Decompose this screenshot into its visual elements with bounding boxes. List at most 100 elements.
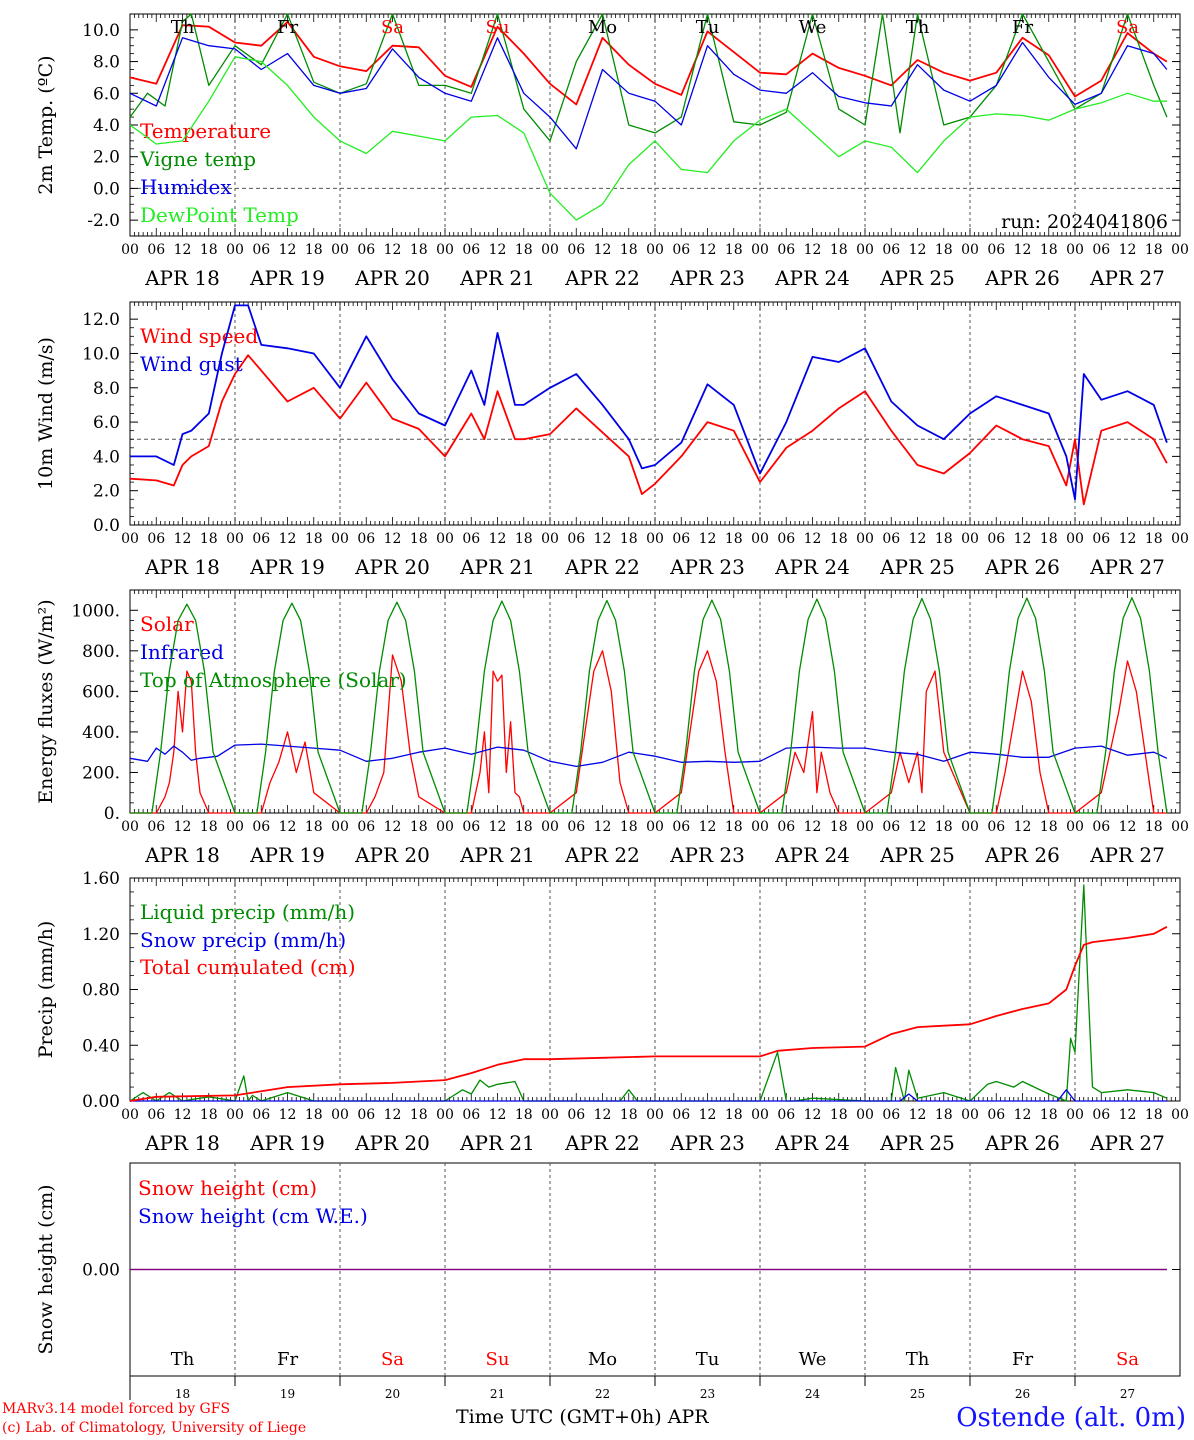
day-label: APR 23 [669,843,745,867]
y-tick-label: 0.00 [82,1261,120,1281]
day-number-label: 27 [1120,1387,1135,1401]
hour-tick-label: 00 [436,819,454,835]
run-label: run: 2024041806 [1001,211,1168,233]
weekday-label: Su [486,1349,510,1370]
hour-tick-label: 00 [961,1107,979,1123]
hour-tick-label: 00 [226,819,244,835]
hour-tick-label: 06 [672,1107,690,1123]
hour-tick-label: 00 [646,819,664,835]
hour-tick-label: 06 [567,242,585,258]
weekday-label: We [799,17,827,38]
legend-entry: Wind gust [140,352,243,376]
hour-tick-label: 18 [305,1107,323,1123]
station-title: Ostende (alt. 0m) [956,1403,1186,1433]
day-label: APR 26 [984,555,1060,579]
weekday-label: Su [486,17,510,38]
hour-tick-label: 12 [489,531,507,547]
hour-tick-label: 18 [725,819,743,835]
hour-tick-label: 12 [804,531,822,547]
hour-tick-label: 18 [1145,242,1163,258]
day-label: APR 26 [984,843,1060,867]
hour-tick-label: 00 [646,242,664,258]
hour-tick-label: 00 [541,531,559,547]
hour-tick-label: 18 [200,531,218,547]
x-axis-title-text: Time UTC (GMT+0h) [456,1406,662,1428]
y-tick-label: 0.00 [82,1092,120,1112]
hour-tick-label: 06 [1092,531,1110,547]
hour-tick-label: 06 [357,242,375,258]
hour-tick-label: 18 [935,819,953,835]
y-tick-label: 1000. [71,601,120,621]
hour-tick-label: 18 [1040,819,1058,835]
hour-tick-label: 18 [410,242,428,258]
day-label: APR 24 [774,1131,850,1155]
legend-entry: Total cumulated (cm) [140,955,356,979]
y-tick-label: 0.0 [93,179,120,199]
hour-tick-label: 18 [725,531,743,547]
y-tick-label: 2.0 [93,482,120,502]
weekday-label: Tu [696,1349,720,1370]
hour-tick-label: 00 [121,242,139,258]
hour-tick-label: 06 [987,1107,1005,1123]
hour-tick-label: 06 [1092,1107,1110,1123]
day-label: APR 23 [669,1131,745,1155]
hour-tick-label: 06 [567,819,585,835]
day-label: APR 22 [564,555,640,579]
day-number-label: 23 [700,1387,715,1401]
day-label: APR 24 [774,555,850,579]
hour-tick-label: 00 [751,242,769,258]
hour-tick-label: 00 [541,819,559,835]
day-label: APR 20 [354,1131,430,1155]
hour-tick-label: 06 [672,819,690,835]
series-line-2 [130,1089,1167,1102]
legend-entry: Wind speed [140,324,258,348]
hour-tick-label: 12 [279,242,297,258]
weekday-label: Fr [277,17,298,38]
hour-tick-label: 18 [1145,1107,1163,1123]
hour-tick-label: 06 [147,531,165,547]
hour-tick-label: 06 [567,1107,585,1123]
day-label: APR 26 [984,1131,1060,1155]
hour-tick-label: 06 [882,819,900,835]
hour-tick-label: 00 [1066,242,1084,258]
hour-tick-label: 18 [515,531,533,547]
hour-tick-label: 12 [1119,1107,1137,1123]
hour-tick-label: 12 [1014,531,1032,547]
hour-tick-label: 06 [357,819,375,835]
hour-tick-label: 12 [909,819,927,835]
hour-tick-label: 12 [489,1107,507,1123]
hour-tick-label: 00 [226,531,244,547]
x-axis-title: Time UTC (GMT+0h) APR [456,1406,709,1428]
series-line-2 [130,304,1168,501]
day-label: APR 18 [144,1131,220,1155]
hour-tick-label: 00 [1171,242,1189,258]
hour-tick-label: 18 [830,1107,848,1123]
hour-tick-label: 12 [279,819,297,835]
x-axis-month: APR [667,1406,709,1428]
hour-tick-label: 00 [541,1107,559,1123]
day-label: APR 24 [774,266,850,290]
weekday-label: Sa [381,1349,404,1370]
hour-tick-label: 06 [357,531,375,547]
hour-tick-label: 00 [856,1107,874,1123]
day-label: APR 22 [564,1131,640,1155]
day-number-label: 21 [490,1387,505,1401]
weekday-label: Fr [277,1349,298,1370]
y-tick-label: 600. [82,682,120,702]
hour-tick-label: 18 [830,531,848,547]
day-number-label: 18 [175,1387,190,1401]
day-label: APR 22 [564,843,640,867]
legend-entry: Temperature [140,119,271,143]
hour-tick-label: 06 [672,242,690,258]
y-axis-label: Energy fluxes (W/m²) [35,599,57,803]
panel-frame [129,301,1181,526]
hour-tick-label: 12 [1014,242,1032,258]
hour-tick-label: 18 [935,242,953,258]
hour-tick-label: 12 [699,242,717,258]
y-tick-label: 0.40 [82,1036,120,1056]
hour-tick-label: 00 [1066,1107,1084,1123]
y-tick-label: 2.0 [93,148,120,168]
hour-tick-label: 18 [515,1107,533,1123]
hour-tick-label: 18 [1145,819,1163,835]
hour-tick-label: 18 [200,242,218,258]
